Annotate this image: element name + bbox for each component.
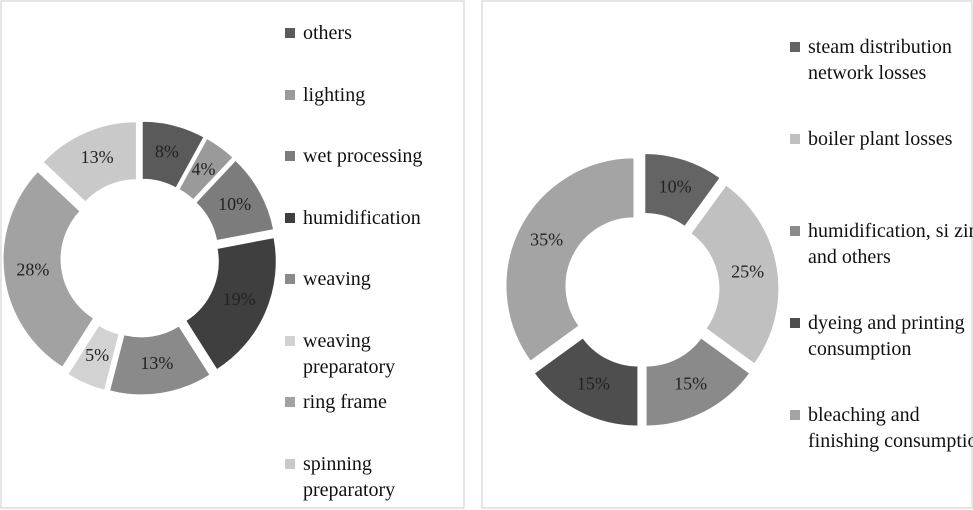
slice <box>533 337 639 427</box>
panel-border <box>481 0 973 509</box>
legend-label: humidification, si zing and others <box>808 220 973 268</box>
data-label: 28% <box>16 260 49 280</box>
legend-label: steam distribution network losses <box>808 36 952 84</box>
data-label: 15% <box>577 373 610 393</box>
data-label: 13% <box>81 147 114 167</box>
legend-entry: humidification <box>285 205 463 231</box>
legend-label: humidification <box>303 206 421 229</box>
legend-swatch <box>285 274 295 284</box>
data-label: 15% <box>674 373 707 393</box>
data-label: 4% <box>191 159 215 179</box>
legend-label: dyeing and printing consumption <box>808 312 965 360</box>
data-label: 10% <box>659 176 692 196</box>
legend-swatch <box>285 335 295 346</box>
legend-swatch <box>790 410 800 420</box>
legend-entry: weaving <box>285 266 463 292</box>
legend-entry: others <box>285 20 463 46</box>
panel-border <box>0 0 465 509</box>
slice <box>645 337 751 427</box>
slice <box>178 137 234 201</box>
data-label: 5% <box>85 345 109 365</box>
data-label: 8% <box>155 142 179 162</box>
slice <box>2 170 95 368</box>
legend-label: lighting <box>303 83 366 106</box>
legend-swatch <box>285 397 295 407</box>
slice <box>185 237 277 371</box>
slice <box>42 121 137 203</box>
legend-label: bleaching and finishing consumption <box>808 404 973 452</box>
legend-entry: spinning preparatory <box>285 451 463 503</box>
legend-label: wet processing <box>303 145 423 167</box>
legend-label: others <box>303 22 352 44</box>
legend-entry: humidification, si zing and others <box>790 218 973 270</box>
legend-swatch <box>285 212 295 223</box>
legend-swatch <box>790 42 800 52</box>
slice <box>644 152 721 228</box>
slice <box>67 324 120 391</box>
data-label: 25% <box>731 261 764 281</box>
slice <box>108 325 211 396</box>
legend-entry: boiler plant losses <box>790 126 973 152</box>
legend-label: spinning preparatory <box>303 452 396 501</box>
legend-swatch <box>790 318 800 328</box>
data-label: 13% <box>140 353 173 373</box>
legend-entry: wet processing <box>285 143 463 169</box>
legend-label: weaving preparatory <box>303 329 396 378</box>
data-label: 10% <box>218 194 251 214</box>
legend-entry: lighting <box>285 82 463 108</box>
legend-label: weaving <box>303 268 371 290</box>
legend-swatch <box>285 458 295 469</box>
legend-swatch <box>285 151 295 161</box>
legend-entry: ring frame <box>285 389 463 415</box>
legend-entry: weaving preparatory <box>285 328 463 380</box>
legend-swatch <box>285 28 295 38</box>
legend-entry: steam distribution network losses <box>790 34 973 86</box>
legend-label: boiler plant losses <box>808 128 953 150</box>
slice <box>141 120 205 189</box>
legend-label: ring frame <box>303 391 387 413</box>
legend-swatch <box>790 226 800 236</box>
slice <box>505 157 635 362</box>
slice <box>195 159 275 242</box>
data-label: 19% <box>223 289 256 309</box>
legend-entry: bleaching and finishing consumption <box>790 402 973 454</box>
legend-swatch <box>285 89 295 100</box>
data-label: 35% <box>530 230 563 250</box>
slice <box>690 184 780 365</box>
legend-swatch <box>790 134 800 144</box>
legend-entry: dyeing and printing consumption <box>790 310 973 362</box>
